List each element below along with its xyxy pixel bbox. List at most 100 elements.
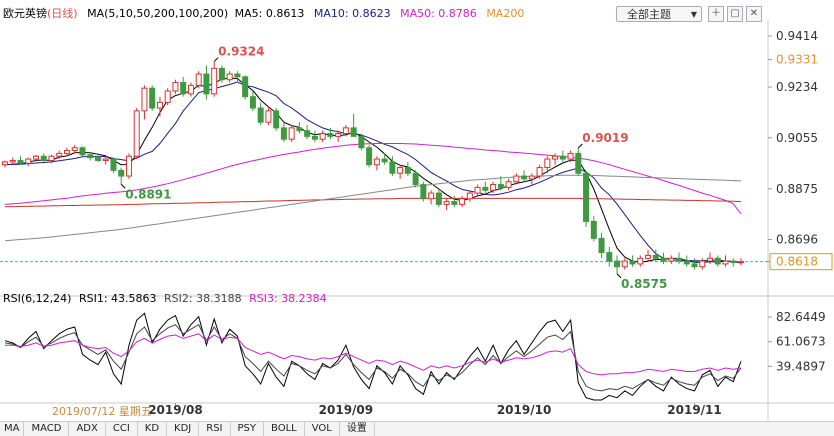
price-annotation: 0.8891 <box>125 187 171 201</box>
candle-body <box>482 186 489 191</box>
ma50-value: MA50: 0.8786 <box>400 7 477 20</box>
ma200-value: MA200 <box>486 7 525 20</box>
candle-body <box>567 152 574 160</box>
candle-body <box>412 172 419 186</box>
candle-body <box>536 167 543 177</box>
rsi-line-rsi3 <box>5 333 742 376</box>
candle-body <box>428 192 435 200</box>
ma-line-ma200 <box>5 197 742 208</box>
candle-body <box>48 155 55 161</box>
tab-boll[interactable]: BOLL <box>264 422 305 436</box>
period-label[interactable]: (日线) <box>47 7 78 20</box>
candle-body <box>17 159 24 164</box>
candle-body <box>683 260 690 265</box>
candle-body <box>327 133 334 137</box>
theme-label: 全部主题 <box>627 8 671 21</box>
x-tick-label: 2019/11 <box>667 403 721 417</box>
candle-body <box>652 254 659 259</box>
candle-body <box>226 73 233 81</box>
rsi3-value: RSI3: 38.2384 <box>249 292 327 305</box>
candle-body <box>9 159 16 163</box>
ma-params[interactable]: MA(5,10,50,200,100,200) <box>87 7 229 20</box>
candle-body <box>319 133 326 140</box>
ma10-value: MA10: 0.8623 <box>313 7 391 20</box>
rsi-tick-label: 39.4897 <box>776 359 826 373</box>
candle-body <box>110 158 117 171</box>
candle-body <box>94 157 101 161</box>
price-tick-label: 0.9414 <box>776 29 818 43</box>
candle-body <box>296 127 303 132</box>
candle-body <box>234 73 241 78</box>
tab-psy[interactable]: PSY <box>231 422 265 436</box>
candle-body <box>443 201 450 205</box>
candle-body <box>528 175 535 180</box>
candle-body <box>187 84 194 95</box>
candle-body <box>691 263 698 268</box>
tab-vol[interactable]: VOL <box>305 422 340 436</box>
candle-body <box>459 198 466 205</box>
candle-body <box>629 260 636 265</box>
candle-body <box>63 150 70 154</box>
candle-body <box>575 152 582 174</box>
rsi1-value: RSI1: 43.5863 <box>78 292 157 305</box>
candle-body <box>242 76 249 98</box>
tab-rsi[interactable]: RSI <box>199 422 231 436</box>
tab-adx[interactable]: ADX <box>69 422 106 436</box>
candle-body <box>606 252 613 262</box>
candle-body <box>32 155 39 160</box>
candle-body <box>358 135 365 149</box>
candle-body <box>180 82 187 95</box>
candle-body <box>707 257 714 262</box>
rsi-params[interactable]: RSI(6,12,24) <box>3 292 72 305</box>
candle-body <box>497 184 504 188</box>
candle-body <box>614 260 621 268</box>
candle-body <box>79 147 86 156</box>
candle-body <box>249 96 256 109</box>
theme-select[interactable]: 全部主题 ▼ <box>616 6 702 22</box>
candle-body <box>660 257 667 262</box>
close-icon[interactable]: ✕ <box>746 6 762 22</box>
price-tick-label: 0.8696 <box>776 233 818 247</box>
candle-body <box>435 192 442 205</box>
annotation-pointer <box>616 273 622 279</box>
price-tick-label: 0.8875 <box>776 182 818 196</box>
candle-body <box>149 87 156 109</box>
candle-body <box>521 175 528 180</box>
price-tick-label: 0.9331 <box>776 53 818 67</box>
candle-body <box>25 158 32 164</box>
candle-body <box>203 73 210 95</box>
candle-body <box>280 127 287 140</box>
candle-body <box>273 110 280 129</box>
cursor-date: 2019/07/12 星期五 <box>52 405 152 418</box>
candle-body <box>164 90 171 103</box>
maximize-icon[interactable]: ▢ <box>727 6 743 22</box>
add-icon[interactable]: ＋ <box>708 6 724 22</box>
chevron-down-icon: ▼ <box>690 10 697 19</box>
tab-macd[interactable]: MACD <box>24 422 70 436</box>
candle-body <box>381 158 388 163</box>
candle-body <box>714 257 721 265</box>
rsi-tick-label: 61.0673 <box>776 335 826 349</box>
rsi-header: RSI(6,12,24) RSI1: 43.5863 RSI2: 38.3188… <box>3 292 331 305</box>
candle-body <box>389 161 396 174</box>
price-tick-label: 0.8618 <box>776 255 818 269</box>
tab-ma[interactable]: MA <box>0 422 25 436</box>
candle-body <box>466 192 473 200</box>
candle-body <box>474 186 481 194</box>
tab-settings[interactable]: 设置 <box>340 422 375 436</box>
candle-body <box>350 127 357 137</box>
chart-header: 欧元英镑(日线) MA(5,10,50,200,100,200) MA5: 0.… <box>3 5 530 21</box>
x-tick-label: 2019/08 <box>148 403 202 417</box>
tab-kd[interactable]: KD <box>138 422 168 436</box>
rsi-tick-label: 82.6449 <box>776 310 826 324</box>
price-annotation: 0.9019 <box>582 131 628 145</box>
candle-body <box>590 220 597 239</box>
candle-body <box>118 169 125 177</box>
tab-cci[interactable]: CCI <box>106 422 138 436</box>
candle-body <box>552 155 559 160</box>
candle-body <box>125 155 132 177</box>
indicator-tabs: MA MACD ADX CCI KD KDJ RSI PSY BOLL VOL … <box>0 421 834 436</box>
rsi-line-rsi1 <box>4 312 742 401</box>
tab-kdj[interactable]: KDJ <box>167 422 200 436</box>
